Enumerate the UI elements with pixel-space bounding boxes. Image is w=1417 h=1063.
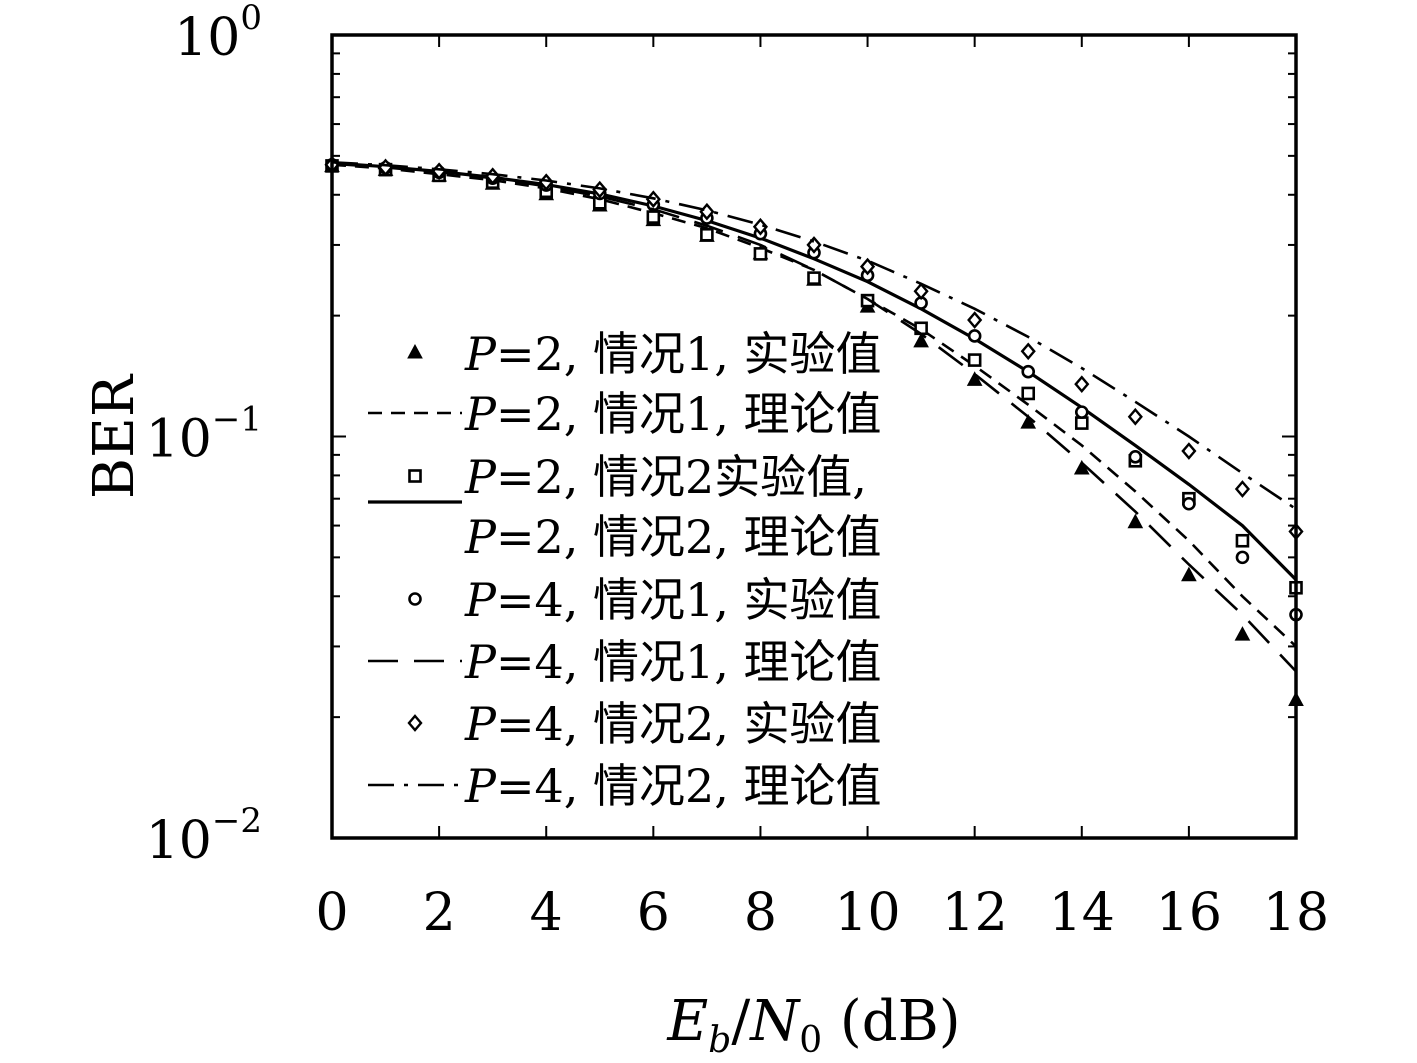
- data-point-diamond: [1127, 407, 1143, 426]
- legend-label: P=4, 情况1, 理论值: [464, 635, 882, 689]
- legend-label: P=4, 情况2, 理论值: [464, 759, 882, 813]
- legend-label: P=2, 情况1, 理论值: [464, 387, 882, 441]
- x-tick-label: 16: [1156, 883, 1222, 943]
- y-axis-label: BER: [82, 373, 147, 499]
- plot-series: [324, 155, 1304, 707]
- legend-marker-diamond: [407, 714, 423, 732]
- plot-frame: [330, 33, 1298, 840]
- x-tick-label: 4: [530, 883, 563, 943]
- y-tick-label: 10−2: [146, 801, 262, 871]
- x-axis-label: Eb/N0 (dB): [666, 989, 960, 1061]
- data-point-circle: [1235, 550, 1250, 565]
- data-point-triangle: [1181, 566, 1197, 582]
- legend: P=2, 情况1, 实验值 P=2, 情况1, 理论值 P=2, 情况2实验值, P=…: [368, 327, 882, 813]
- x-tick-label: 8: [744, 883, 777, 943]
- data-point-circle: [1074, 405, 1089, 419]
- data-point-square: [967, 353, 982, 367]
- data-point-square: [646, 210, 661, 224]
- data-point-square: [860, 293, 875, 308]
- data-point-square: [807, 271, 821, 285]
- data-point-triangle: [1020, 414, 1037, 429]
- x-tick-labels: 0 2 4 6 8 10 12 14 16 18: [315, 883, 1329, 943]
- data-point-square: [1021, 386, 1036, 401]
- legend-label: P=2, 情况2, 理论值: [464, 510, 882, 564]
- data-point-diamond: [913, 282, 929, 301]
- series-line: [331, 161, 1297, 511]
- data-point-square: [1074, 416, 1089, 430]
- data-point-circle: [967, 329, 982, 343]
- legend-entry: P=4, 情况2, 实验值: [407, 697, 882, 751]
- data-point-square: [753, 247, 768, 261]
- legend-entry: P=4, 情况2, 理论值: [368, 759, 882, 813]
- data-point-diamond: [1181, 442, 1197, 460]
- data-point-triangle: [913, 332, 929, 348]
- data-point-triangle: [1234, 626, 1251, 641]
- y-tick-label: 100: [174, 0, 262, 68]
- data-point-circle: [1182, 496, 1196, 511]
- y-tick-label: 10−1: [146, 400, 262, 470]
- data-point-circle: [1128, 450, 1143, 464]
- x-tick-label: 18: [1263, 883, 1329, 943]
- data-point-triangle: [966, 371, 983, 386]
- data-point-circle: [1021, 364, 1036, 379]
- axis-ticks: [331, 35, 1297, 839]
- x-tick-label: 10: [834, 883, 900, 943]
- legend-entry: P=2, 情况1, 实验值: [407, 327, 882, 381]
- data-point-triangle: [1127, 513, 1144, 529]
- data-point-diamond: [967, 311, 983, 329]
- legend-marker-square: [408, 469, 422, 483]
- data-point-square: [700, 227, 714, 242]
- data-point-square: [1235, 533, 1250, 548]
- x-tick-label: 12: [942, 883, 1008, 943]
- legend-entry: P=2, 情况1, 理论值: [368, 387, 882, 441]
- legend-label: P=4, 情况1, 实验值: [464, 573, 882, 627]
- legend-marker-circle: [408, 592, 422, 606]
- x-tick-label: 0: [315, 883, 348, 943]
- data-point-diamond: [752, 217, 769, 236]
- legend-entry: P=2, 情况2, 理论值: [368, 500, 882, 564]
- data-point-diamond: [1074, 375, 1090, 394]
- series-8: [331, 161, 1297, 511]
- legend-entry: P=4, 情况1, 理论值: [368, 635, 882, 689]
- legend-entry: P=2, 情况2实验值,: [408, 450, 867, 504]
- legend-label: P=4, 情况2, 实验值: [464, 697, 882, 751]
- legend-label: P=2, 情况2实验值,: [464, 450, 867, 504]
- data-point-diamond: [1234, 480, 1251, 498]
- x-tick-label: 2: [423, 883, 456, 943]
- legend-label: P=2, 情况1, 实验值: [464, 327, 882, 381]
- y-tick-labels: 100 10−1 10−2: [146, 0, 262, 871]
- x-tick-label: 6: [637, 883, 670, 943]
- data-point-diamond: [1020, 342, 1036, 361]
- legend-entry: P=4, 情况1, 实验值: [408, 573, 882, 627]
- legend-marker-triangle: [407, 343, 423, 359]
- x-tick-label: 14: [1049, 883, 1115, 943]
